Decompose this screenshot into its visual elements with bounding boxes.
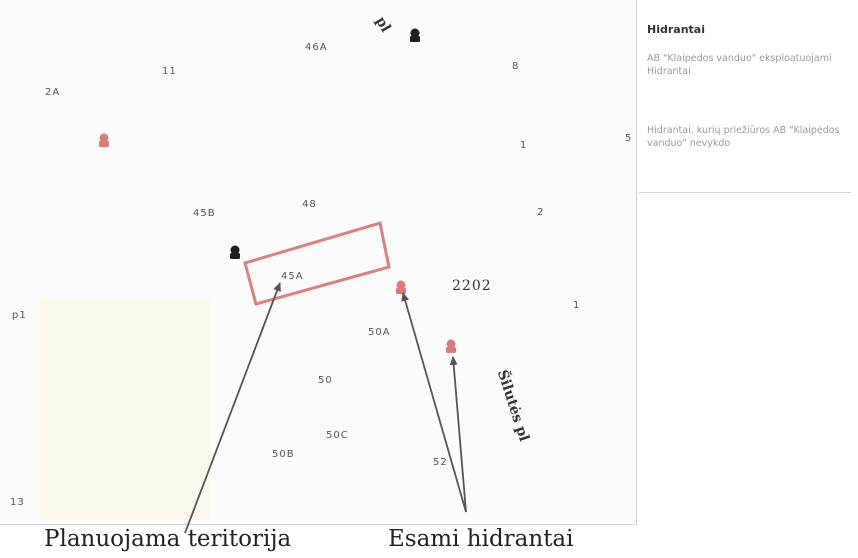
address-label: 8 [512,61,520,72]
address-label: 2A [45,87,61,98]
parcel-number: 2202 [452,278,492,294]
address-label: 1 [573,300,581,311]
address-label: 13 [10,497,25,508]
address-label: 50C [326,430,349,441]
hydrant-red-icon[interactable] [446,339,456,354]
address-label: 46A [305,42,328,53]
legend-panel: Hidrantai AB "Klaipėdos vanduo" eksploat… [639,10,851,193]
legend-entry-operated: AB "Klaipėdos vanduo" eksploatuojami Hid… [647,53,832,77]
arrow-hydrant-1 [401,292,467,513]
legend-title: Hidrantai [647,23,705,36]
map-area[interactable]: 46A 11 2A 8 5 1 45B 48 2 45A 1 50A 50 50… [0,0,637,525]
caption-planned-territory: Planuojama teritorija [44,526,292,552]
address-label: 2 [537,207,545,218]
caption-existing-hydrants: Esami hidrantai [388,526,574,552]
address-label: 5 [625,133,633,144]
address-label: 50A [368,327,391,338]
address-label: p1 [12,310,27,321]
legend-entry-not-maintained: Hidrantai, kurių priežiūros AB "Klaipėdo… [647,125,840,149]
address-label: 11 [162,66,177,77]
arrow-planned-territory [184,282,281,534]
address-label: 52 [433,457,448,468]
address-label: 45B [193,208,216,219]
address-label: 50B [272,449,295,460]
address-label: 45A [281,271,304,282]
address-label: 1 [520,140,528,151]
address-label: 48 [302,199,317,210]
hydrant-black-icon[interactable] [230,245,240,260]
planned-territory-outline [243,221,391,306]
hydrant-red-icon[interactable] [99,133,109,148]
hydrant-black-icon[interactable] [410,28,420,43]
hydrant-red-icon[interactable] [396,280,406,295]
address-label: 50 [318,375,333,386]
map-shaded-area [40,300,210,520]
arrow-hydrant-2 [449,356,467,513]
